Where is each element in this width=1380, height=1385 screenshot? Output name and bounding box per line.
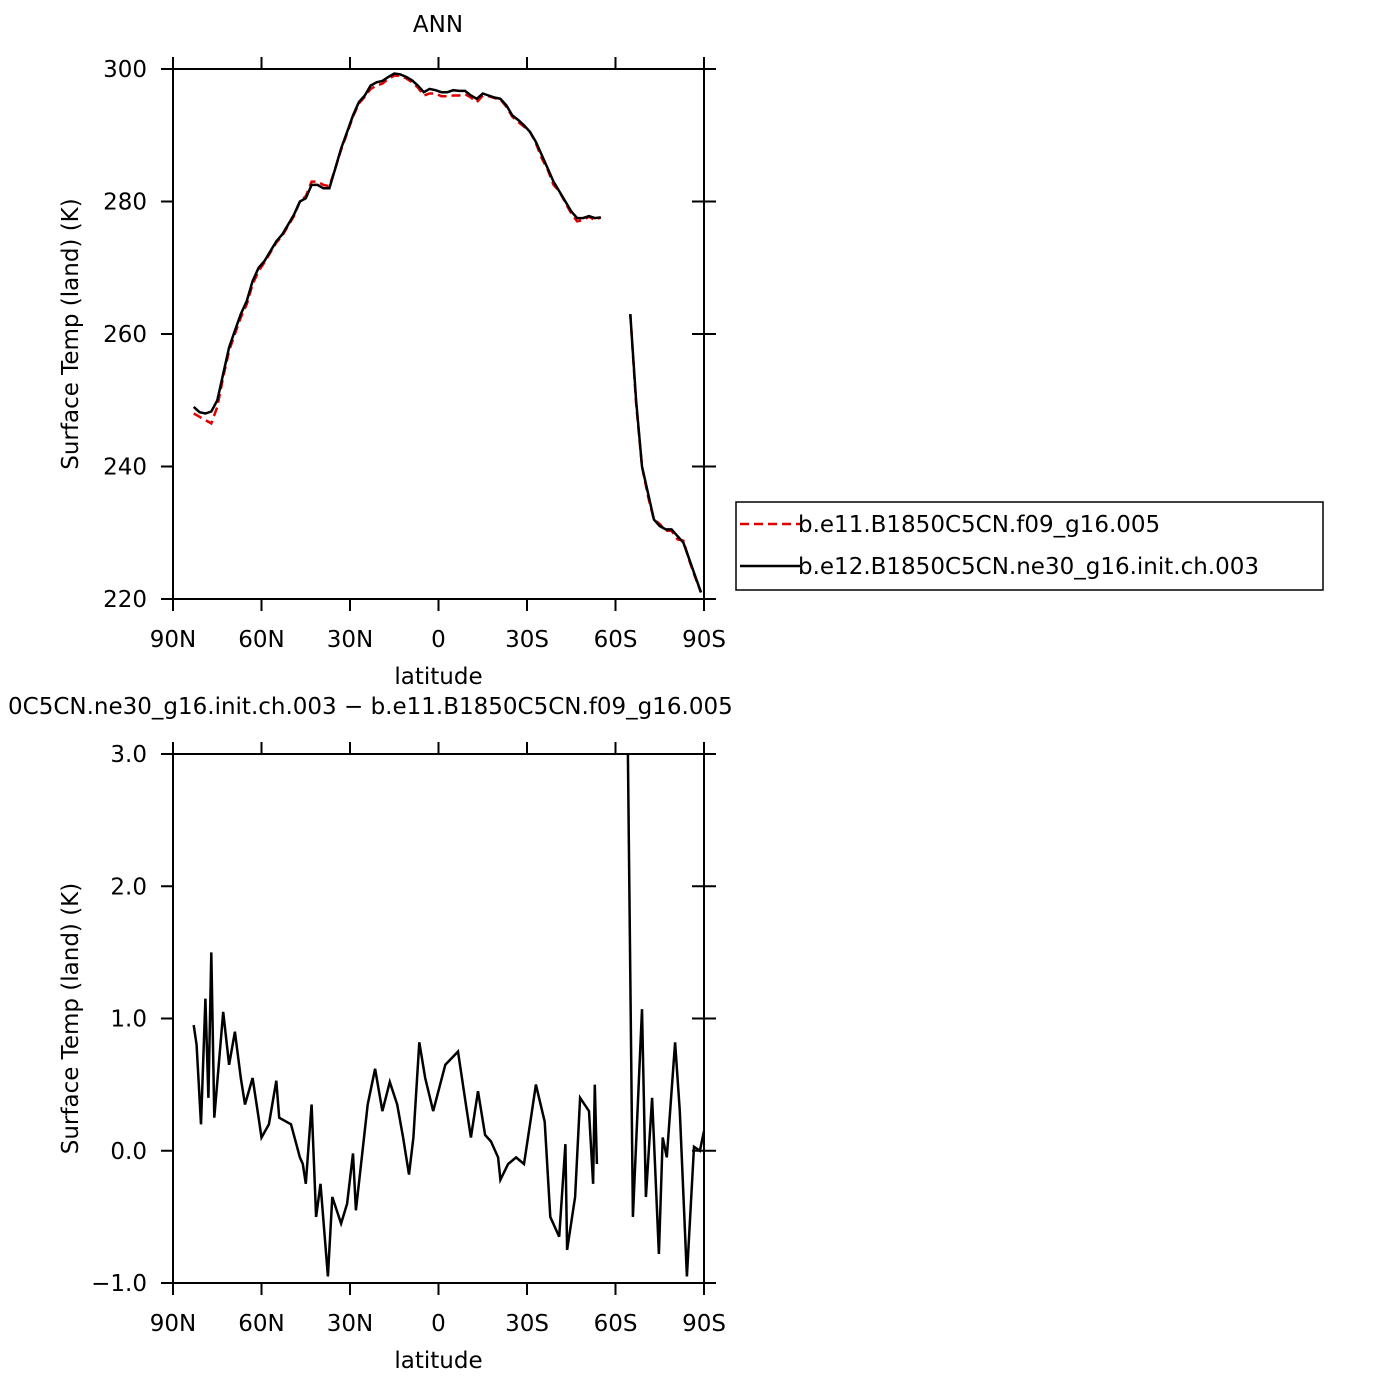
legend-label: b.e11.B1850C5CN.f09_g16.005 — [798, 512, 1160, 538]
x-tick-label: 90N — [150, 1311, 196, 1337]
x-tick-label: 60N — [238, 1311, 284, 1337]
y-tick-label: 3.0 — [110, 742, 147, 768]
data-line — [629, 314, 703, 593]
x-tick-label: 60N — [238, 627, 284, 653]
x-axis-label: latitude — [394, 664, 482, 690]
y-tick-label: 280 — [103, 190, 147, 216]
x-tick-label: 0 — [431, 627, 446, 653]
y-tick-label: 300 — [103, 57, 147, 83]
legend-box — [735, 501, 1324, 591]
x-tick-label: 60S — [594, 627, 638, 653]
y-tick-label: 2.0 — [110, 874, 147, 900]
plot-frame — [172, 753, 705, 1284]
y-tick-label: −1.0 — [91, 1271, 147, 1297]
x-tick-label: 0 — [431, 1311, 446, 1337]
x-axis-label: latitude — [394, 1348, 482, 1374]
chart-title: ANN — [413, 12, 463, 38]
data-line — [193, 74, 602, 426]
x-tick-label: 30N — [327, 627, 373, 653]
y-tick-label: 240 — [103, 455, 147, 481]
y-axis-label: Surface Temp (land) (K) — [58, 198, 84, 470]
chart-title: 0C5CN.ne30_g16.init.ch.003 − b.e11.B1850… — [8, 694, 733, 720]
x-tick-label: 60S — [594, 1311, 638, 1337]
x-tick-label: 30S — [505, 1311, 549, 1337]
x-tick-label: 30N — [327, 1311, 373, 1337]
y-axis-label: Surface Temp (land) (K) — [58, 883, 84, 1155]
y-tick-label: 1.0 — [110, 1007, 147, 1033]
x-tick-label: 90N — [150, 627, 196, 653]
data-line — [626, 753, 706, 1277]
y-tick-label: 220 — [103, 587, 147, 613]
x-tick-label: 90S — [682, 627, 726, 653]
data-line — [192, 952, 599, 1277]
x-tick-label: 30S — [505, 627, 549, 653]
x-tick-label: 90S — [682, 1311, 726, 1337]
data-line — [192, 72, 601, 415]
plot-frame — [172, 68, 705, 600]
y-tick-label: 0.0 — [110, 1139, 147, 1165]
legend-label: b.e12.B1850C5CN.ne30_g16.init.ch.003 — [798, 554, 1259, 580]
y-tick-label: 260 — [103, 322, 147, 348]
